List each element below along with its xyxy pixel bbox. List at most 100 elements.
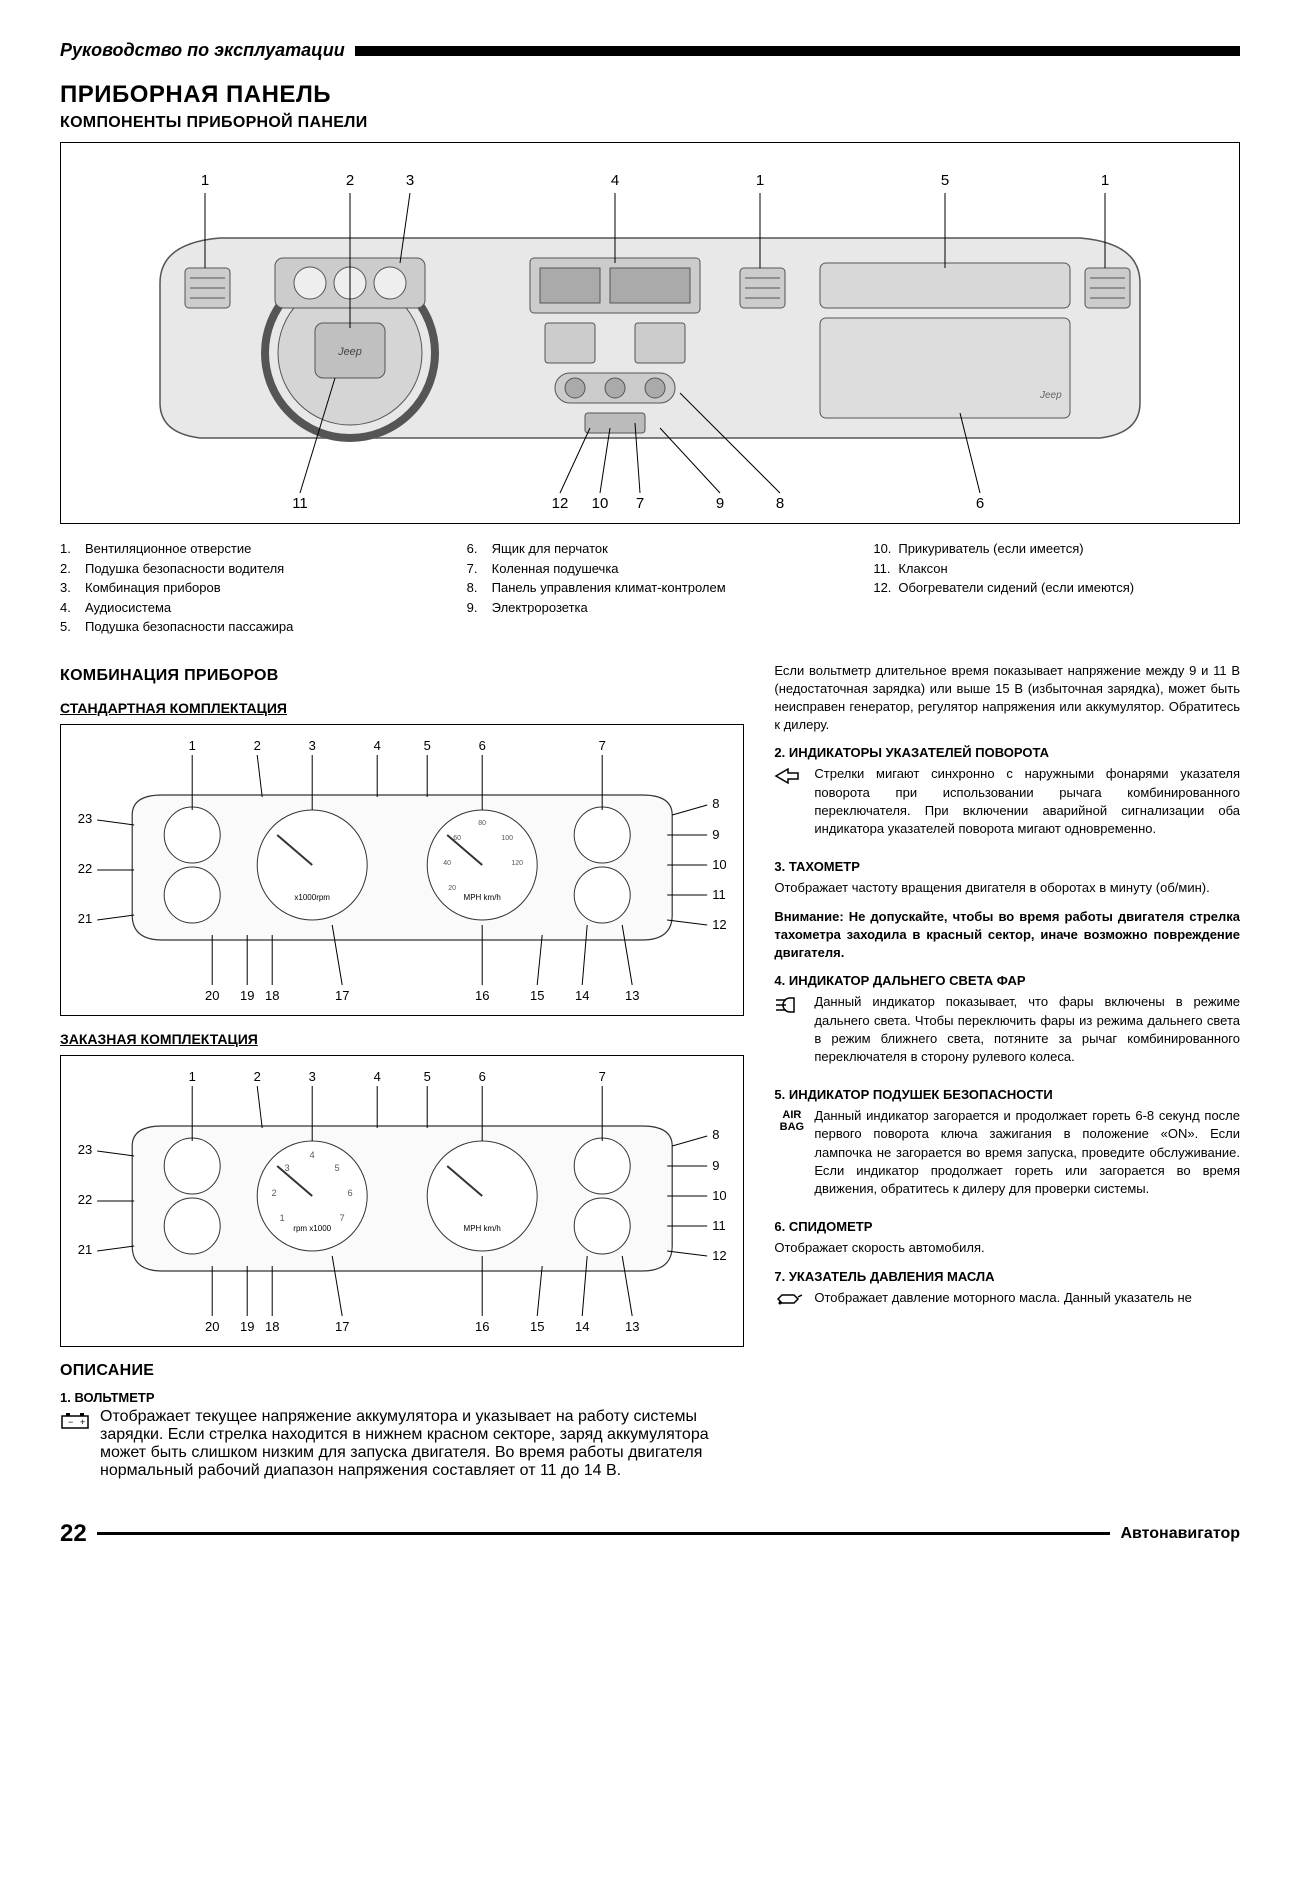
- cluster-standard-diagram: x1000rpm MPH km/h 204060 80100120 1 2 3: [60, 724, 744, 1016]
- dashboard-svg: Jeep Jeep 1 2: [61, 143, 1239, 523]
- svg-text:11: 11: [712, 887, 726, 902]
- svg-text:MPH km/h: MPH km/h: [464, 893, 501, 902]
- svg-text:23: 23: [78, 811, 92, 826]
- svg-text:1: 1: [280, 1213, 285, 1223]
- svg-text:rpm x1000: rpm x1000: [293, 1224, 331, 1233]
- svg-text:5: 5: [424, 1069, 431, 1084]
- svg-text:1: 1: [756, 172, 764, 189]
- svg-text:100: 100: [501, 835, 513, 842]
- svg-text:10: 10: [592, 495, 609, 512]
- svg-text:12: 12: [552, 495, 569, 512]
- custom-label: ЗАКАЗНАЯ КОМПЛЕКТАЦИЯ: [60, 1031, 744, 1047]
- svg-text:15: 15: [530, 1319, 544, 1334]
- sec5-head: 5. ИНДИКАТОР ПОДУШЕК БЕЗОПАСНОСТИ: [774, 1086, 1240, 1104]
- header-title: Руководство по эксплуатации: [60, 40, 345, 61]
- standard-label: СТАНДАРТНАЯ КОМПЛЕКТАЦИЯ: [60, 700, 744, 716]
- svg-text:20: 20: [448, 885, 456, 892]
- svg-text:21: 21: [78, 911, 92, 926]
- svg-text:11: 11: [292, 495, 308, 512]
- cluster-section: КОМБИНАЦИЯ ПРИБОРОВ СТАНДАРТНАЯ КОМПЛЕКТ…: [60, 662, 1240, 1490]
- svg-text:17: 17: [335, 1319, 349, 1334]
- svg-text:+: +: [80, 1417, 85, 1427]
- svg-text:14: 14: [575, 988, 589, 1003]
- svg-text:6: 6: [976, 495, 984, 512]
- svg-text:10: 10: [712, 857, 726, 872]
- svg-text:18: 18: [265, 988, 279, 1003]
- svg-text:4: 4: [310, 1150, 315, 1160]
- svg-text:8: 8: [712, 1127, 719, 1142]
- svg-text:13: 13: [625, 988, 639, 1003]
- svg-text:60: 60: [453, 835, 461, 842]
- svg-text:5: 5: [424, 738, 431, 753]
- svg-text:7: 7: [340, 1213, 345, 1223]
- footer-brand: Автонавигатор: [1120, 1525, 1240, 1543]
- svg-text:9: 9: [712, 827, 719, 842]
- cluster-custom-diagram: rpm x1000 MPH km/h 123 4567 1 2 3 4 5: [60, 1055, 744, 1347]
- sec5-text: Данный индикатор загорается и продолжает…: [814, 1107, 1240, 1198]
- turn-signal-icon: [774, 767, 809, 790]
- svg-text:20: 20: [205, 988, 219, 1003]
- svg-text:9: 9: [716, 495, 724, 512]
- svg-text:2: 2: [272, 1188, 277, 1198]
- svg-text:11: 11: [712, 1218, 726, 1233]
- page-number: 22: [60, 1520, 87, 1548]
- svg-text:4: 4: [374, 738, 381, 753]
- svg-text:14: 14: [575, 1319, 589, 1334]
- svg-text:2: 2: [346, 172, 354, 189]
- dashboard-legend: 1.Вентиляционное отверстие 2.Подушка без…: [60, 539, 1240, 637]
- svg-text:22: 22: [78, 861, 92, 876]
- svg-text:19: 19: [240, 988, 254, 1003]
- svg-text:MPH km/h: MPH km/h: [464, 1224, 501, 1233]
- intro-para: Если вольтметр длительное время показыва…: [774, 662, 1240, 735]
- svg-text:20: 20: [205, 1319, 219, 1334]
- sec2-head: 2. ИНДИКАТОРЫ УКАЗАТЕЛЕЙ ПОВОРОТА: [774, 744, 1240, 762]
- svg-text:x1000rpm: x1000rpm: [294, 893, 330, 902]
- svg-text:1: 1: [1101, 172, 1109, 189]
- battery-icon: −+: [60, 1410, 95, 1435]
- svg-text:8: 8: [712, 796, 719, 811]
- oil-icon: [774, 1291, 809, 1312]
- svg-text:8: 8: [776, 495, 784, 512]
- svg-text:23: 23: [78, 1142, 92, 1157]
- svg-text:2: 2: [254, 738, 261, 753]
- svg-text:Jeep: Jeep: [337, 346, 362, 358]
- sec4-text: Данный индикатор показывает, что фары вк…: [814, 993, 1240, 1066]
- svg-text:16: 16: [475, 988, 489, 1003]
- svg-text:9: 9: [712, 1158, 719, 1173]
- description-title: ОПИСАНИЕ: [60, 1362, 744, 1380]
- svg-text:6: 6: [348, 1188, 353, 1198]
- svg-text:19: 19: [240, 1319, 254, 1334]
- svg-text:17: 17: [335, 988, 349, 1003]
- sec2-text: Стрелки мигают синхронно с наружными фон…: [814, 765, 1240, 838]
- svg-text:6: 6: [479, 738, 486, 753]
- page-header: Руководство по эксплуатации: [60, 40, 1240, 61]
- dashboard-diagram: Jeep Jeep 1 2: [60, 142, 1240, 524]
- header-rule: [355, 46, 1240, 56]
- svg-text:3: 3: [406, 172, 414, 189]
- sec1-head: 1. ВОЛЬТМЕТР: [60, 1390, 744, 1405]
- svg-text:3: 3: [309, 1069, 316, 1084]
- svg-text:1: 1: [201, 172, 209, 189]
- svg-text:7: 7: [599, 738, 606, 753]
- right-column: Если вольтметр длительное время показыва…: [774, 662, 1240, 1490]
- sec3-warn: Внимание: Не допускайте, чтобы во время …: [774, 908, 1240, 963]
- svg-text:12: 12: [712, 917, 726, 932]
- page-footer: 22 Автонавигатор: [60, 1520, 1240, 1548]
- svg-text:5: 5: [335, 1163, 340, 1173]
- svg-text:6: 6: [479, 1069, 486, 1084]
- svg-text:4: 4: [611, 172, 619, 189]
- sec7-text: Отображает давление моторного масла. Дан…: [814, 1289, 1192, 1307]
- svg-text:7: 7: [636, 495, 644, 512]
- sec3-head: 3. ТАХОМЕТР: [774, 858, 1240, 876]
- svg-text:80: 80: [478, 820, 486, 827]
- svg-text:15: 15: [530, 988, 544, 1003]
- svg-text:3: 3: [309, 738, 316, 753]
- svg-text:18: 18: [265, 1319, 279, 1334]
- sec1-text: Отображает текущее напряжение аккумулято…: [100, 1408, 744, 1480]
- svg-text:16: 16: [475, 1319, 489, 1334]
- svg-text:1: 1: [189, 738, 196, 753]
- cluster-title: КОМБИНАЦИЯ ПРИБОРОВ: [60, 667, 744, 685]
- svg-text:5: 5: [941, 172, 949, 189]
- svg-text:40: 40: [443, 860, 451, 867]
- sec7-head: 7. УКАЗАТЕЛЬ ДАВЛЕНИЯ МАСЛА: [774, 1268, 1240, 1286]
